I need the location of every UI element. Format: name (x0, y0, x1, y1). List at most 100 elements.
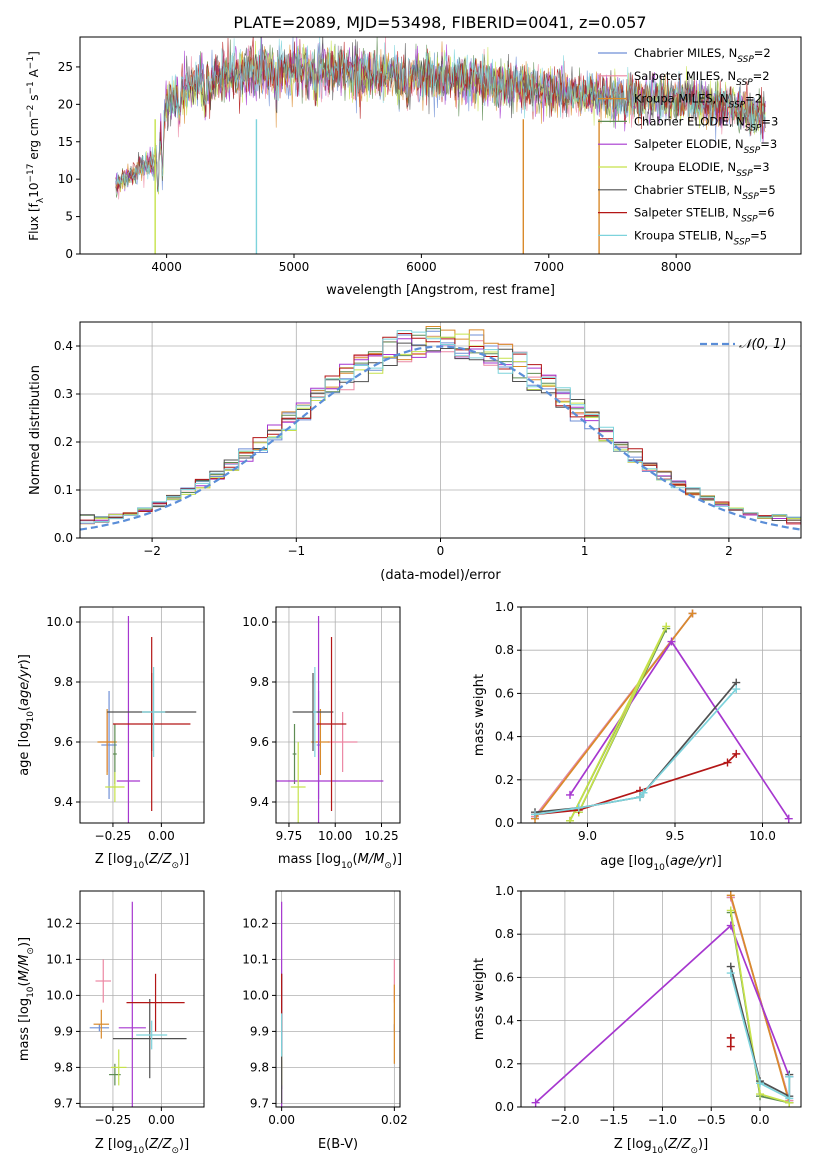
y-tick-label: 25 (58, 60, 73, 74)
weight-marker (726, 906, 735, 915)
y-tick-label: 0.2 (495, 1057, 514, 1071)
x-tick-label: 5000 (279, 260, 310, 274)
x-tick-label: 9.0 (578, 829, 597, 843)
figure-title: PLATE=2089, MJD=53498, FIBERID=0041, z=0… (233, 13, 646, 32)
x-tick-label: 0.00 (268, 1113, 295, 1127)
weight-marker (726, 969, 735, 978)
x-axis-label: E(B-V) (318, 1137, 358, 1152)
y-axis-label: Flux [fλ10−17 erg cm−2 s−1 A−1] (26, 51, 46, 241)
weight-marker (726, 1033, 735, 1042)
age_vs_mass-points (276, 616, 384, 823)
weight-marker (639, 788, 648, 797)
y-tick-label: 10.0 (46, 615, 73, 629)
x-tick-label: −2.0 (550, 1113, 579, 1127)
weight-marker (636, 793, 644, 802)
weight-marker (531, 1098, 540, 1107)
y-axis-label: mass weight (472, 674, 487, 756)
y-tick-label: 0.2 (54, 435, 73, 449)
weight_vs_age-lines (531, 609, 793, 823)
weight-marker (723, 758, 732, 767)
mass_vs_ebv-axes (276, 891, 400, 1107)
y-tick-label: 0.4 (495, 1014, 514, 1028)
y-tick-label: 9.7 (250, 1096, 269, 1110)
x-tick-label: 9.5 (665, 829, 684, 843)
y-tick-label: 10.2 (242, 916, 269, 930)
y-tick-label: 9.6 (54, 735, 73, 749)
legend-label: Chabrier STELIB, NSSP=5 (634, 183, 776, 202)
axes-frame (520, 890, 802, 1108)
axes-frame (79, 36, 802, 255)
y-axis-label: mass weight (472, 958, 487, 1040)
y-axis-label: Normed distribution (28, 365, 43, 495)
mass_vs_Z-points (89, 901, 187, 1107)
y-tick-label: 1.0 (495, 600, 514, 614)
x-tick-label: 0.00 (148, 829, 175, 843)
x-tick-label: 8000 (661, 260, 692, 274)
x-tick-label: 10.00 (318, 829, 352, 843)
x-tick-label: −0.5 (697, 1113, 726, 1127)
legend-label: Salpeter ELODIE, NSSP=3 (634, 137, 777, 156)
histograms (80, 326, 801, 531)
legend-label: 𝒩(0, 1) (739, 337, 786, 352)
legend-label: Chabrier MILES, NSSP=2 (634, 46, 771, 65)
x-tick-label: 0.0 (750, 1113, 769, 1127)
x-axis-label: mass [log10(M/M⊙)] (278, 852, 402, 871)
legend-label: Kroupa ELODIE, NSSP=3 (634, 160, 770, 179)
y-tick-label: 9.8 (54, 675, 73, 689)
y-tick-label: 0.1 (54, 483, 73, 497)
y-tick-label: 10.2 (46, 916, 73, 930)
x-tick-label: −1 (287, 544, 305, 558)
x-tick-label: 9.75 (276, 829, 303, 843)
y-tick-label: 10.0 (242, 615, 269, 629)
y-tick-label: 10 (58, 172, 73, 186)
weight-marker (726, 1042, 735, 1051)
y-tick-label: 0.2 (495, 773, 514, 787)
x-axis-label: (data-model)/error (380, 568, 501, 583)
mass_vs_Z-axes (80, 891, 204, 1107)
y-tick-label: 0.4 (495, 730, 514, 744)
x-tick-label: 6000 (406, 260, 437, 274)
y-tick-label: 5 (65, 210, 73, 224)
weight-marker (784, 814, 793, 823)
x-tick-label: 0 (437, 544, 445, 558)
legend-label: Chabrier ELODIE, NSSP=3 (634, 114, 778, 133)
weight-marker (574, 803, 583, 812)
legend-label: Kroupa MILES, NSSP=2 (634, 92, 762, 111)
y-tick-label: 10.1 (242, 952, 269, 966)
y-tick-label: 9.4 (250, 795, 269, 809)
weight-marker (566, 816, 574, 823)
y-tick-label: 0.4 (54, 339, 73, 353)
mass_vs_ebv-points (281, 901, 395, 1107)
weight-marker (726, 891, 735, 900)
y-tick-label: 0.6 (495, 970, 514, 984)
weight-line (534, 753, 737, 816)
x-axis-label: Z [log10(Z/Z⊙)] (95, 852, 189, 871)
axes-frame (79, 606, 205, 824)
histogram-step (80, 330, 801, 526)
x-tick-label: 1 (581, 544, 589, 558)
y-tick-label: 0.8 (495, 927, 514, 941)
y-tick-label: 0.8 (495, 643, 514, 657)
y-tick-label: 9.8 (250, 1060, 269, 1074)
y-tick-label: 9.9 (250, 1024, 269, 1038)
axes-frame (275, 890, 401, 1108)
weight-line (729, 972, 791, 1100)
weight-marker (732, 685, 741, 694)
y-tick-label: 0.0 (495, 1100, 514, 1114)
x-tick-label: −0.25 (95, 1113, 132, 1127)
x-tick-label: 2 (725, 544, 733, 558)
y-axis-label: mass [log10(M/M⊙)] (17, 937, 36, 1061)
x-tick-label: 10.0 (749, 829, 776, 843)
spectrum-line (115, 37, 766, 192)
weight_vs_Z-lines (531, 891, 794, 1107)
y-tick-label: 10.0 (242, 988, 269, 1002)
x-axis-label: age [log10(age/yr)] (600, 854, 722, 873)
legend-label: Kroupa STELIB, NSSP=5 (634, 228, 767, 247)
weight-marker (756, 1090, 765, 1099)
y-tick-label: 0.6 (495, 686, 514, 700)
x-tick-label: 0.00 (148, 1113, 175, 1127)
weight-marker (566, 790, 574, 799)
y-tick-label: 10.1 (46, 952, 73, 966)
y-tick-label: 0.0 (495, 816, 514, 830)
